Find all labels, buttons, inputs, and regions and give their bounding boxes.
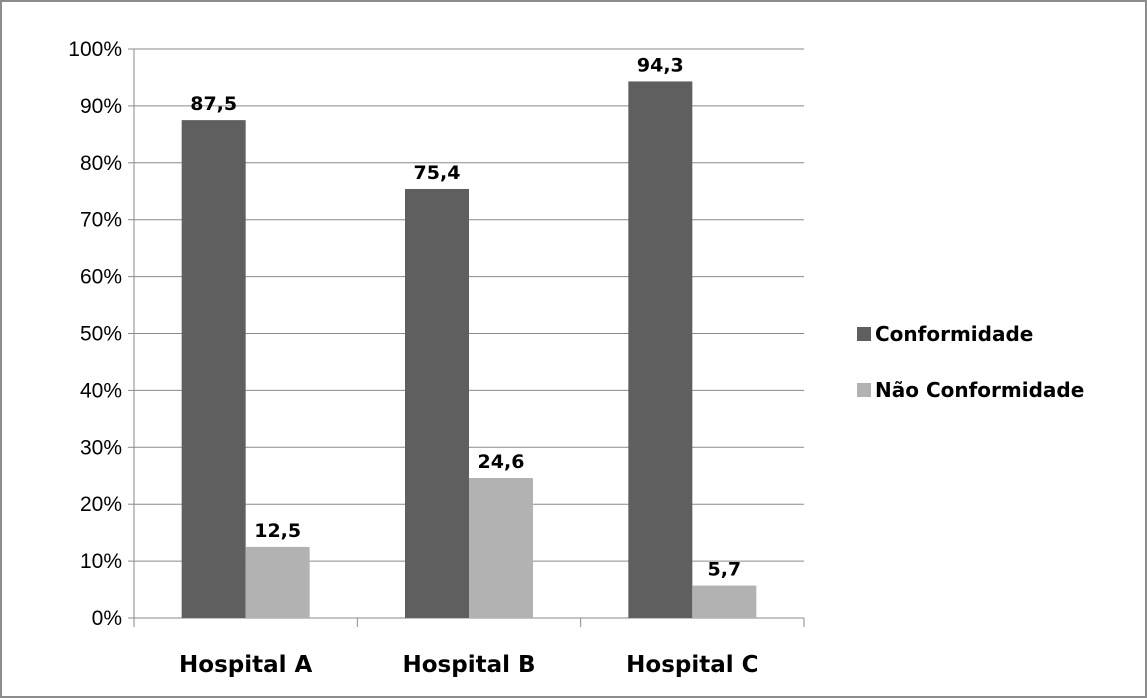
data-label: 87,5 <box>190 93 237 115</box>
y-tick-label: 60% <box>80 266 122 289</box>
bars <box>181 81 757 619</box>
data-label: 94,3 <box>637 54 684 76</box>
bar <box>405 188 469 618</box>
bar <box>692 585 757 618</box>
legend-swatch <box>857 383 871 397</box>
x-tick-label: Hospital A <box>179 652 312 678</box>
x-axis-tick-labels: Hospital A Hospital B Hospital C <box>179 652 759 678</box>
y-tick-label: 0% <box>92 607 122 630</box>
y-tick-label: 30% <box>80 436 122 459</box>
data-label: 24,6 <box>478 451 525 473</box>
legend-swatch <box>857 327 871 341</box>
y-tick-label: 90% <box>80 95 122 118</box>
y-axis-tick-labels: 0% 10% 20% 30% 40% 50% 60% 70% 80% 90% 100% <box>68 38 122 630</box>
data-labels: 87,5 12,5 75,4 24,6 94,3 5,7 <box>190 54 741 580</box>
x-tick-label: Hospital C <box>626 652 758 678</box>
data-label: 12,5 <box>254 520 301 542</box>
y-tick-label: 70% <box>80 209 122 232</box>
y-tick-label: 20% <box>80 493 122 516</box>
y-tick-label: 40% <box>80 379 122 402</box>
y-tick-label: 10% <box>80 550 122 573</box>
bar <box>469 478 533 618</box>
bar <box>181 120 246 618</box>
legend: Conformidade Não Conformidade <box>857 322 1084 402</box>
data-label: 75,4 <box>414 162 461 184</box>
bar <box>628 81 693 619</box>
bar <box>245 546 310 618</box>
legend-label: Conformidade <box>875 322 1033 346</box>
x-tick-label: Hospital B <box>402 652 535 678</box>
y-tick-label: 100% <box>68 38 122 61</box>
y-tick-label: 50% <box>80 323 122 346</box>
y-tick-label: 80% <box>80 152 122 175</box>
data-label: 5,7 <box>707 559 741 581</box>
legend-label: Não Conformidade <box>875 378 1084 402</box>
